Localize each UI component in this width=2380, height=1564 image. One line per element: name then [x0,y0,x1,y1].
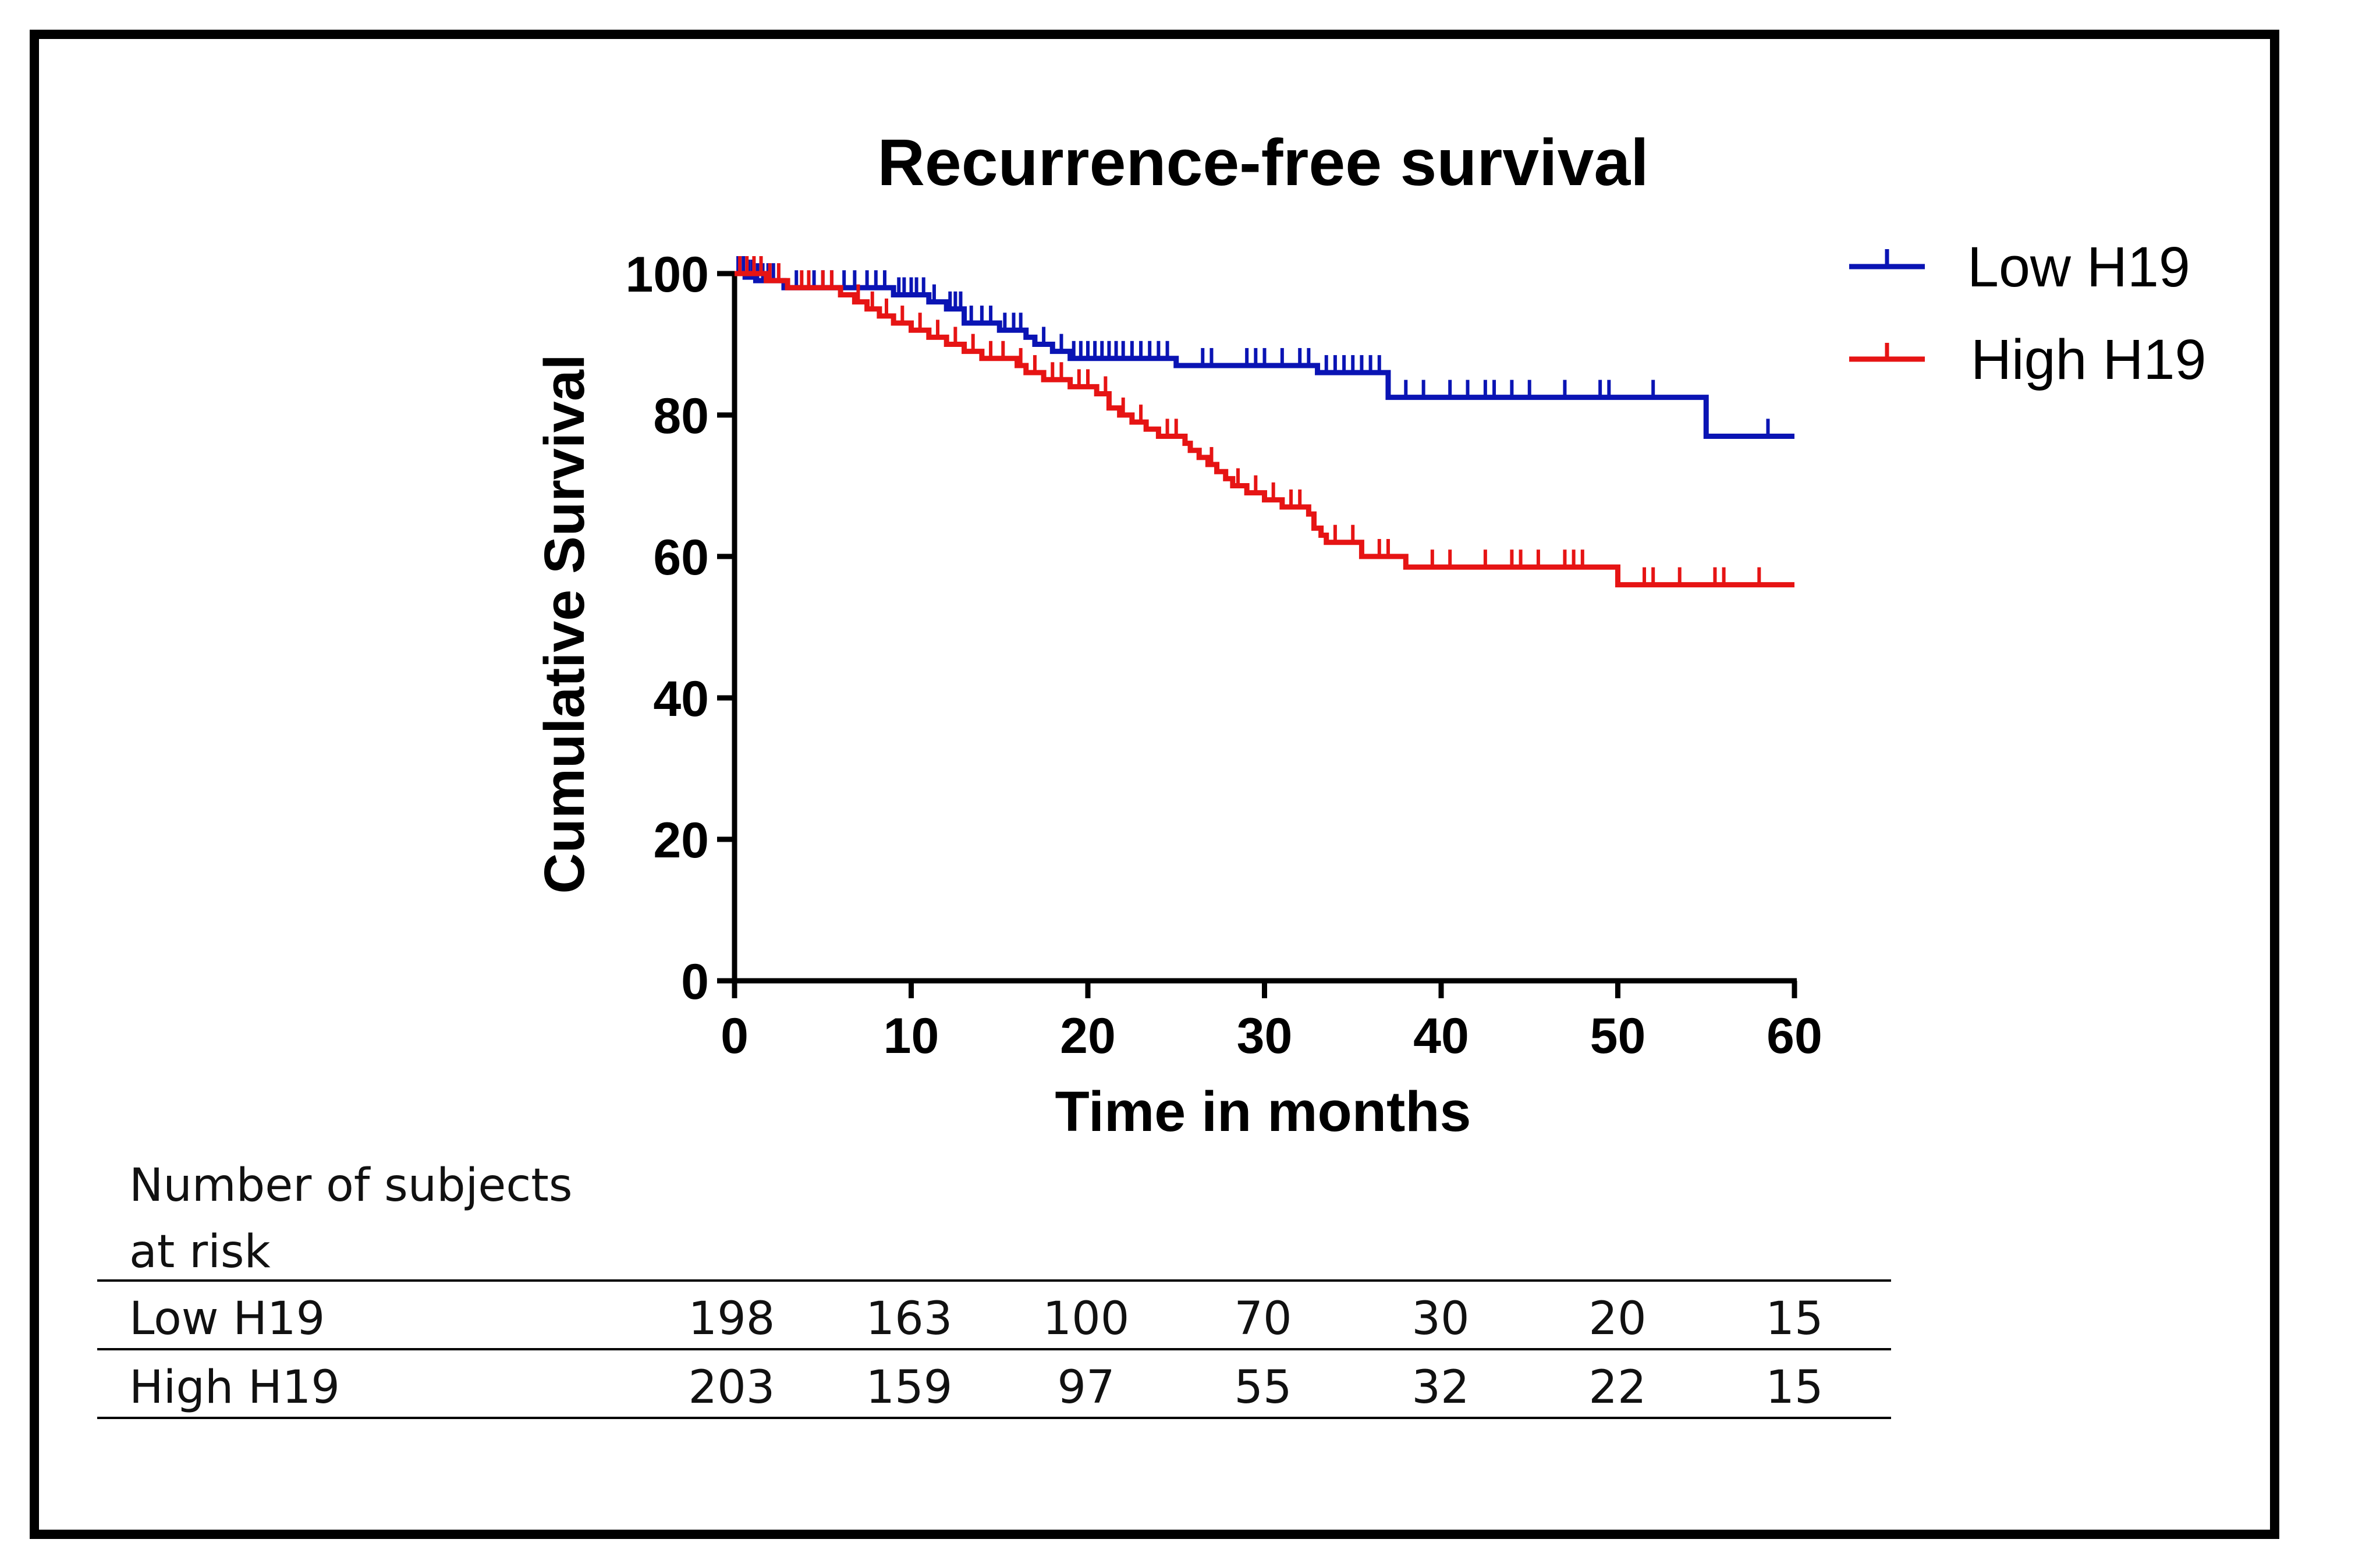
legend: Low H19 High H19 [1849,235,2206,391]
x-tick-label: 30 [1237,1008,1293,1064]
series-layer [735,256,1794,588]
chart-title: Recurrence-free survival [877,126,1648,199]
x-axis-title: Time in months [1055,1080,1471,1143]
y-tick-label: 80 [653,388,709,444]
risk-row-label: Low H19 [129,1293,325,1345]
risk-row-label: High H19 [129,1361,340,1414]
risk-table: Number of subjects at risk Low H19 198 1… [97,1159,1891,1419]
y-axis-title: Cumulative Survival [533,354,596,893]
risk-table-heading-line2: at risk [129,1226,271,1278]
x-axis-ticks: 0 10 20 30 40 50 60 [721,981,1822,1064]
x-tick-label: 50 [1590,1008,1646,1064]
y-tick-label: 100 [626,247,710,303]
risk-cell: 159 [866,1361,953,1414]
legend-label-high-h19: High H19 [1971,328,2206,391]
x-tick-label: 40 [1413,1008,1469,1064]
y-tick-label: 60 [653,530,709,586]
risk-cell: 22 [1588,1361,1646,1414]
risk-cell: 97 [1057,1361,1115,1414]
x-tick-label: 20 [1060,1008,1116,1064]
risk-table-row-low-h19: Low H19 198 163 100 70 30 20 15 [129,1293,1824,1345]
x-tick-label: 10 [884,1008,939,1064]
y-tick-label: 20 [653,813,709,868]
risk-cell: 70 [1234,1293,1292,1345]
y-tick-label: 0 [681,954,709,1010]
risk-cell: 15 [1765,1293,1823,1345]
survival-curve-high-h19 [735,271,1794,588]
risk-cell: 20 [1588,1293,1646,1345]
risk-cell: 55 [1234,1361,1292,1414]
risk-table-heading-line1: Number of subjects [129,1159,572,1212]
risk-cell: 32 [1411,1361,1469,1414]
risk-cell: 198 [689,1293,775,1345]
x-tick-label: 0 [721,1008,749,1064]
series-high-h19 [735,256,1794,588]
legend-item-high-h19: High H19 [1849,328,2206,391]
x-tick-label: 60 [1767,1008,1822,1064]
y-tick-label: 40 [653,671,709,727]
risk-cell: 30 [1411,1293,1469,1345]
risk-cell: 203 [689,1361,775,1414]
figure-border [30,30,2279,1539]
risk-cell: 100 [1043,1293,1130,1345]
risk-table-row-high-h19: High H19 203 159 97 55 32 22 15 [129,1361,1824,1414]
legend-label-low-h19: Low H19 [1967,235,2190,299]
risk-cell: 15 [1765,1361,1823,1414]
series-low-h19 [735,256,1794,439]
legend-item-low-h19: Low H19 [1849,235,2190,299]
risk-cell: 163 [866,1293,953,1345]
y-axis-ticks: 0 20 40 60 80 100 [626,247,735,1010]
